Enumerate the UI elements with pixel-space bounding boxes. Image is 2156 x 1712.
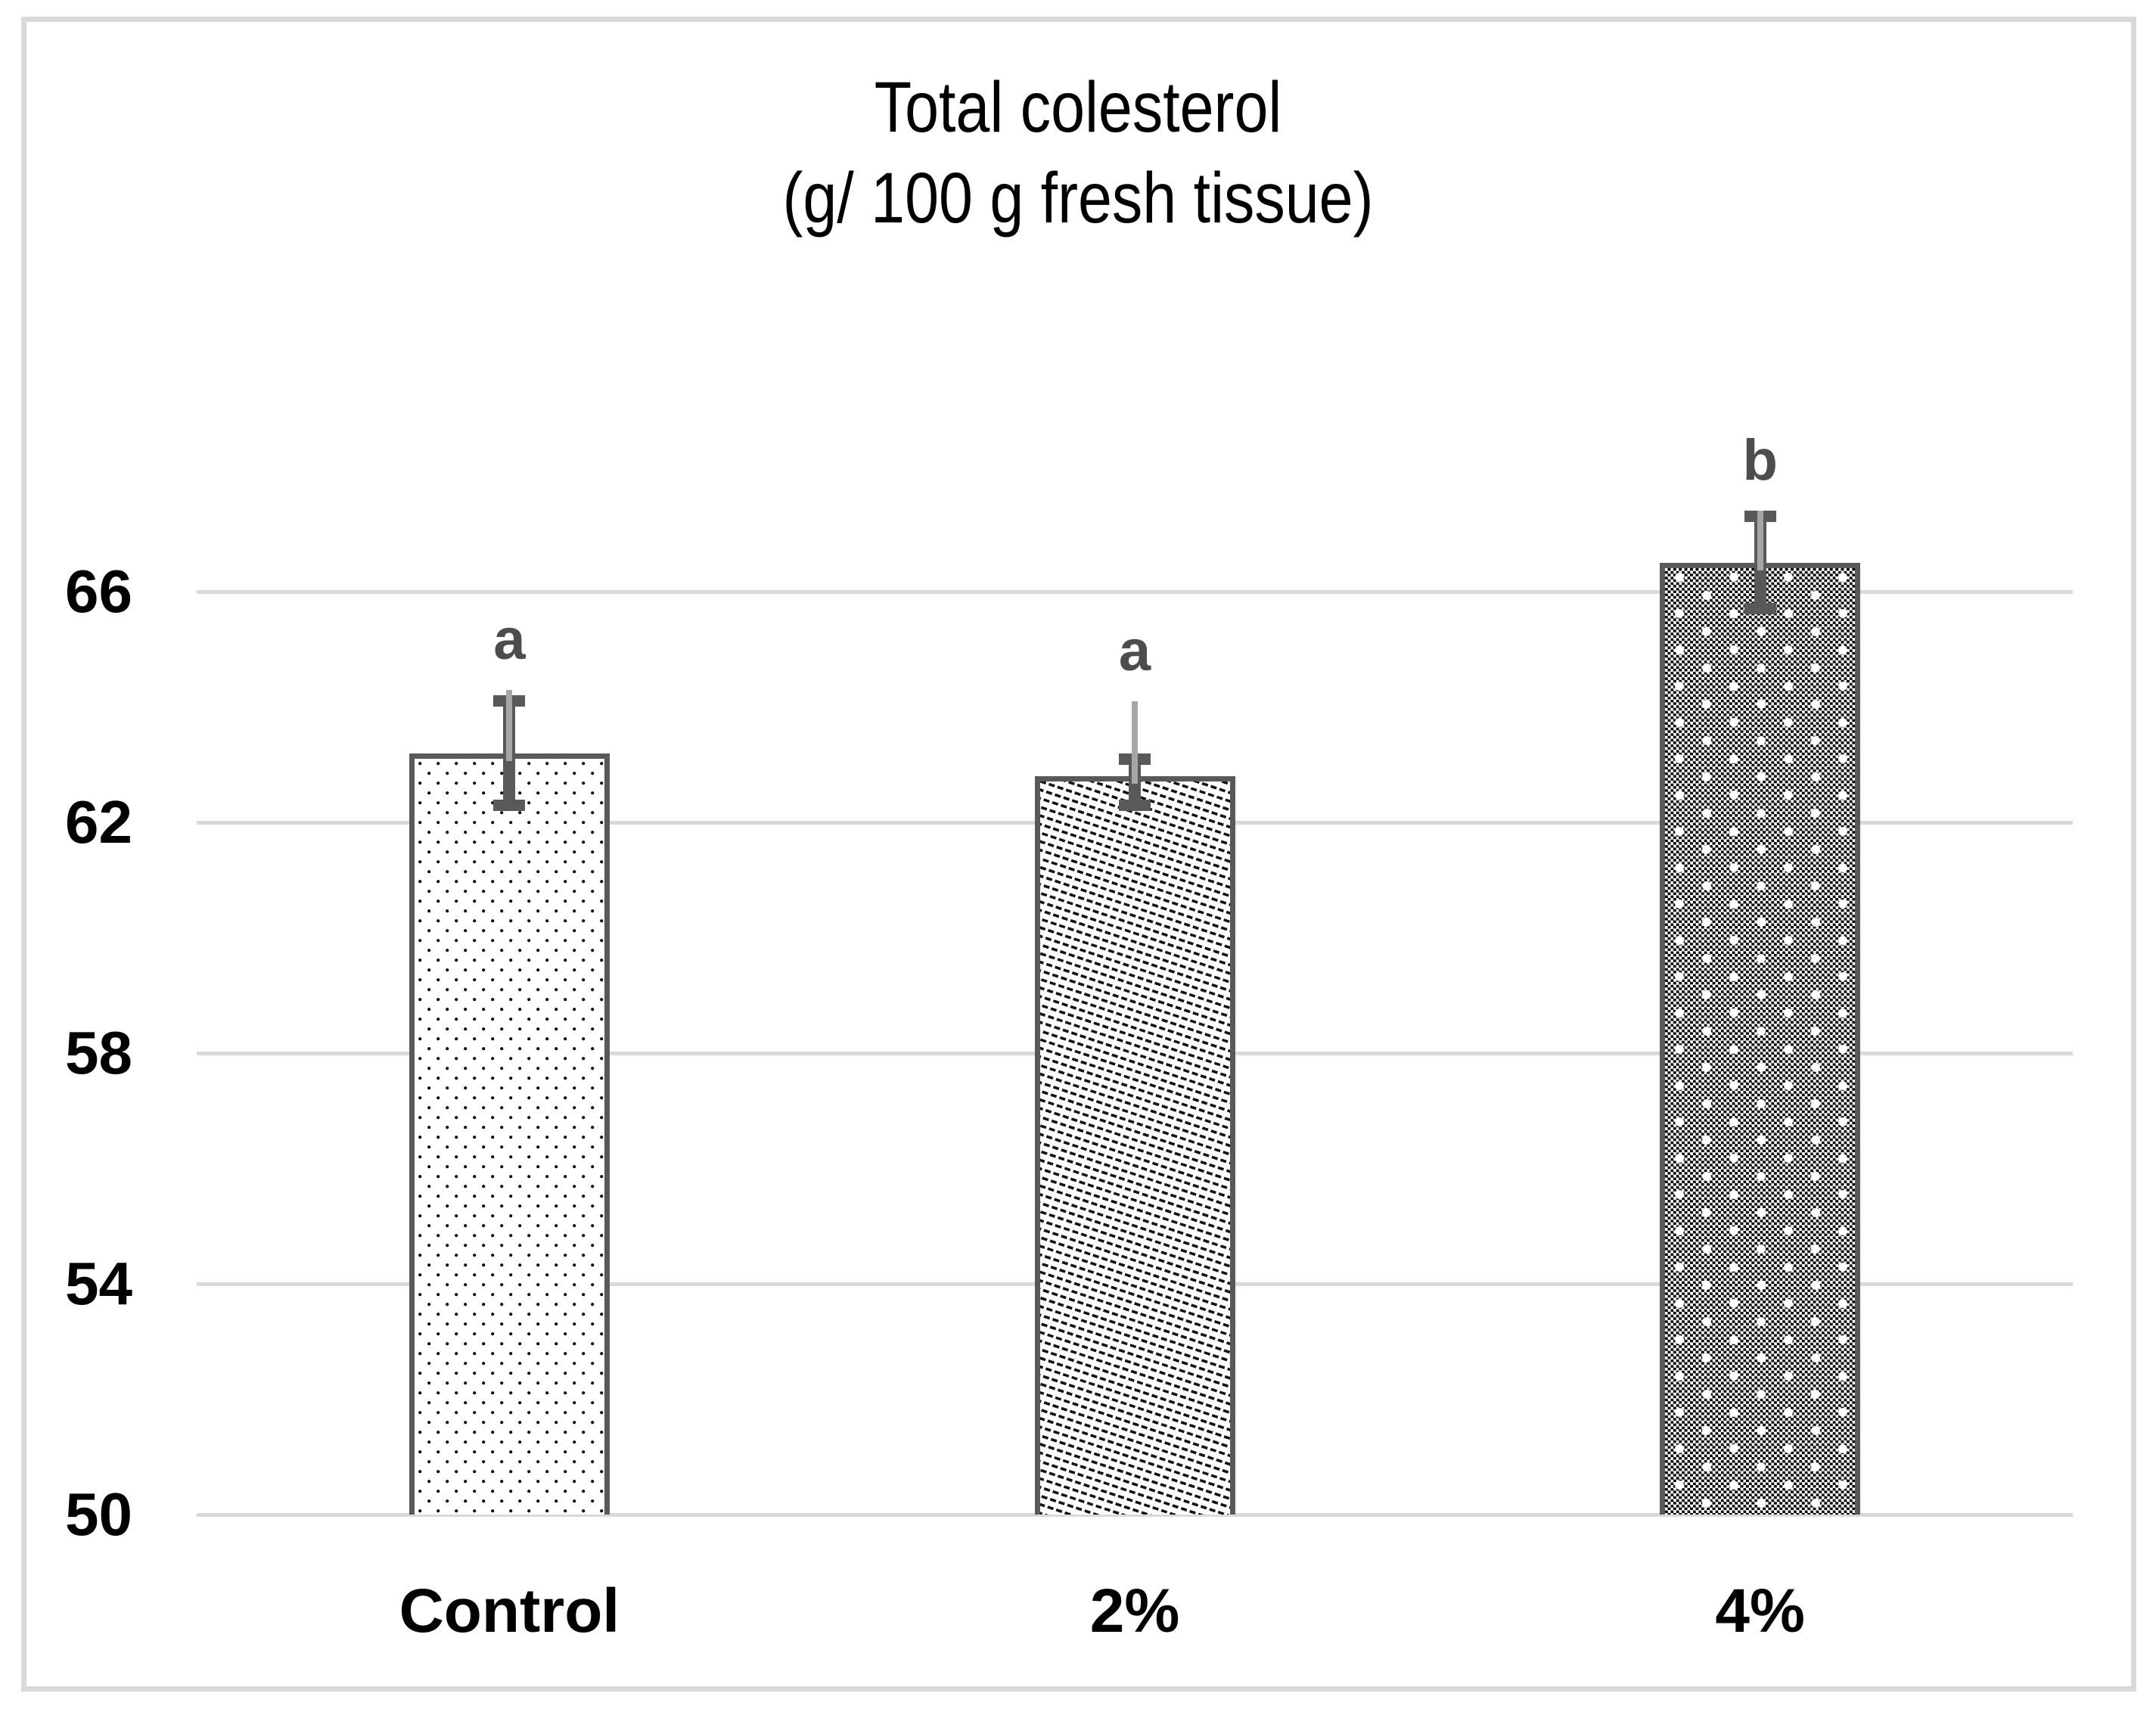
significance-letter-control: a <box>493 607 526 672</box>
y-tick-label-54: 54 <box>65 1250 132 1317</box>
significance-letter-2: a <box>1118 618 1151 683</box>
bar-2 <box>1034 776 1235 1515</box>
x-category-label-2: 2% <box>1089 1577 1180 1645</box>
chart-title-line1: Total colesterol <box>874 67 1282 148</box>
gridline-66 <box>197 589 2073 594</box>
bar-4 <box>1660 562 1861 1515</box>
chart-title-line2: (g/ 100 g fresh tissue) <box>782 158 1374 238</box>
chart-title: Total colesterol (g/ 100 g fresh tissue) <box>162 62 1995 244</box>
error-bar-light-line-4 <box>1757 511 1763 570</box>
error-bar-bottom-cap-control <box>493 799 526 811</box>
gridline-50 <box>197 1512 2073 1517</box>
error-bar-bottom-cap-4 <box>1744 603 1776 615</box>
y-tick-label-62: 62 <box>65 788 132 856</box>
error-bar-light-line-control <box>506 689 513 761</box>
error-bar-light-line-2 <box>1132 701 1138 784</box>
bar-control <box>409 753 610 1515</box>
y-tick-label-66: 66 <box>65 558 132 625</box>
x-category-label-control: Control <box>399 1577 620 1645</box>
y-tick-label-58: 58 <box>65 1019 132 1086</box>
x-category-label-4: 4% <box>1715 1577 1805 1645</box>
significance-letter-4: b <box>1742 428 1778 493</box>
y-tick-label-50: 50 <box>65 1481 132 1548</box>
figure-border <box>21 17 2136 1692</box>
error-bar-bottom-cap-2 <box>1119 799 1151 811</box>
